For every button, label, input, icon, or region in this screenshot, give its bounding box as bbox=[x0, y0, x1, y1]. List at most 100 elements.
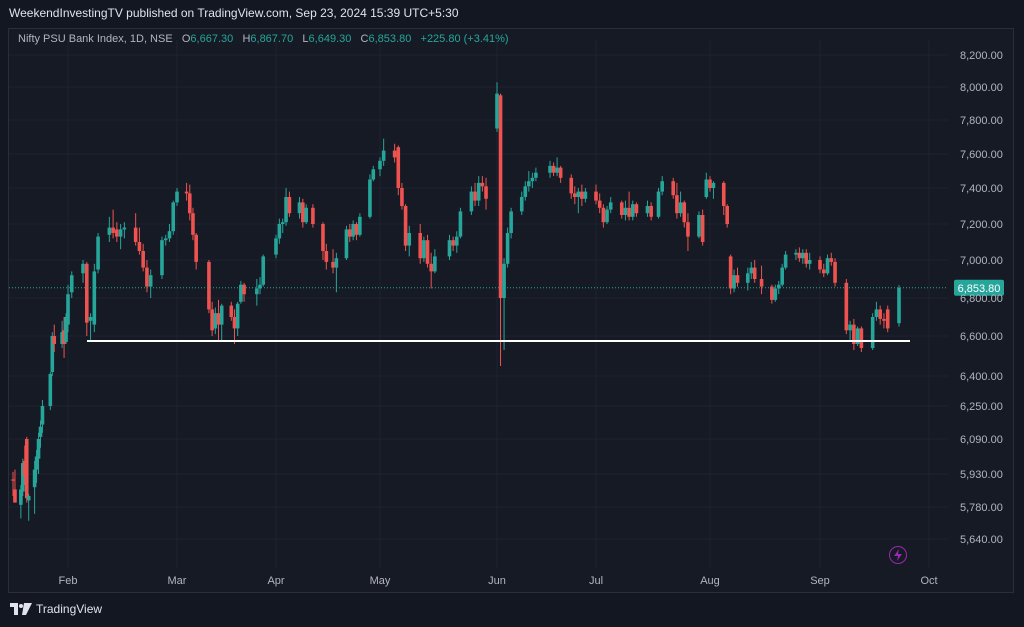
candle bbox=[469, 186, 474, 215]
candle-body bbox=[548, 165, 552, 173]
candle bbox=[232, 309, 237, 344]
candle bbox=[235, 301, 240, 336]
candle bbox=[855, 326, 860, 346]
candle bbox=[678, 191, 683, 217]
candle-body bbox=[594, 191, 598, 201]
candle bbox=[418, 224, 423, 264]
candle-body bbox=[619, 202, 624, 215]
candle bbox=[26, 493, 31, 521]
lightning-icon[interactable] bbox=[889, 546, 907, 564]
overlays: 6,853.80 bbox=[9, 279, 1004, 342]
candle bbox=[301, 198, 305, 228]
candle bbox=[274, 234, 278, 259]
candle-body bbox=[530, 177, 535, 182]
footer-brand[interactable]: TradingView bbox=[10, 602, 102, 616]
candle bbox=[833, 258, 837, 287]
symbol-label: Nifty PSU Bank Index, 1D, NSE bbox=[18, 33, 173, 45]
candle bbox=[32, 460, 37, 514]
candle bbox=[551, 162, 556, 177]
candle bbox=[794, 249, 798, 260]
candle-body bbox=[84, 263, 89, 323]
candle bbox=[882, 313, 886, 329]
low-label: L bbox=[302, 33, 309, 45]
last-price-label: 6,853.80 bbox=[958, 283, 1001, 295]
candle-body bbox=[458, 211, 463, 237]
candle bbox=[219, 303, 224, 340]
candle bbox=[297, 197, 302, 219]
candle bbox=[885, 305, 890, 333]
candle-body bbox=[804, 252, 809, 264]
candle-body bbox=[115, 229, 119, 237]
candle bbox=[697, 211, 701, 239]
candle-body bbox=[111, 227, 115, 233]
candle bbox=[897, 285, 901, 327]
candle-body bbox=[682, 202, 687, 223]
candle bbox=[184, 182, 189, 201]
candle-body bbox=[476, 182, 481, 201]
candle bbox=[852, 318, 856, 350]
candle bbox=[594, 184, 598, 205]
candle-body bbox=[191, 213, 195, 235]
candle-body bbox=[569, 177, 574, 194]
candle bbox=[773, 284, 778, 302]
candle-body bbox=[484, 186, 488, 199]
candle-body bbox=[576, 191, 581, 197]
candle bbox=[804, 249, 809, 268]
candle-body bbox=[801, 252, 805, 259]
price-axis: 8,200.00 8,000.00 7,800.00 7,600.00 7,400.00… bbox=[960, 50, 1003, 546]
candle-body bbox=[255, 288, 259, 295]
candle bbox=[502, 258, 506, 350]
candle-body bbox=[187, 193, 192, 214]
candle bbox=[634, 202, 639, 217]
candle-body bbox=[11, 479, 15, 481]
candle bbox=[280, 218, 285, 233]
candle-body bbox=[24, 439, 29, 499]
candle bbox=[378, 157, 382, 177]
y-tick-label: 8,000.00 bbox=[960, 82, 1003, 94]
candle-body bbox=[21, 463, 25, 492]
candle-body bbox=[855, 328, 860, 344]
candle bbox=[576, 188, 581, 214]
candle-body bbox=[649, 206, 653, 217]
candle-body bbox=[597, 200, 602, 208]
candle-body bbox=[519, 197, 524, 212]
candle bbox=[509, 207, 513, 239]
candle-body bbox=[725, 206, 729, 224]
candle bbox=[22, 445, 27, 485]
candle-body bbox=[371, 169, 376, 180]
candle-body bbox=[429, 263, 433, 272]
candle bbox=[96, 233, 100, 274]
candle bbox=[213, 307, 218, 335]
candle-body bbox=[897, 287, 901, 324]
candle-body bbox=[627, 207, 631, 217]
candle bbox=[368, 174, 372, 219]
candle-body bbox=[235, 303, 240, 329]
candle bbox=[671, 177, 676, 199]
candle bbox=[111, 209, 115, 239]
published-caption: WeekendInvestingTV published on TradingV… bbox=[9, 6, 459, 20]
candle bbox=[321, 222, 325, 260]
high-value: 6,867.70 bbox=[250, 33, 294, 45]
candle bbox=[480, 176, 485, 192]
candle bbox=[801, 249, 805, 264]
candle bbox=[476, 176, 481, 206]
change-value: +225.80 (+3.41%) bbox=[420, 33, 509, 45]
candle-body bbox=[229, 305, 234, 317]
candle-body bbox=[721, 182, 726, 206]
candle-body bbox=[311, 207, 315, 224]
candle bbox=[48, 372, 53, 411]
y-tick-label: 7,200.00 bbox=[960, 219, 1003, 231]
candle-body bbox=[447, 240, 452, 257]
candle-body bbox=[331, 261, 335, 268]
candle bbox=[210, 301, 214, 336]
candle bbox=[148, 269, 153, 298]
candle-body bbox=[630, 204, 635, 217]
candle bbox=[50, 332, 55, 376]
candle bbox=[555, 157, 559, 177]
candle bbox=[60, 320, 64, 348]
candle bbox=[115, 222, 119, 242]
candle-body bbox=[752, 267, 757, 279]
candle-body bbox=[534, 172, 538, 178]
candle-body bbox=[797, 252, 802, 259]
